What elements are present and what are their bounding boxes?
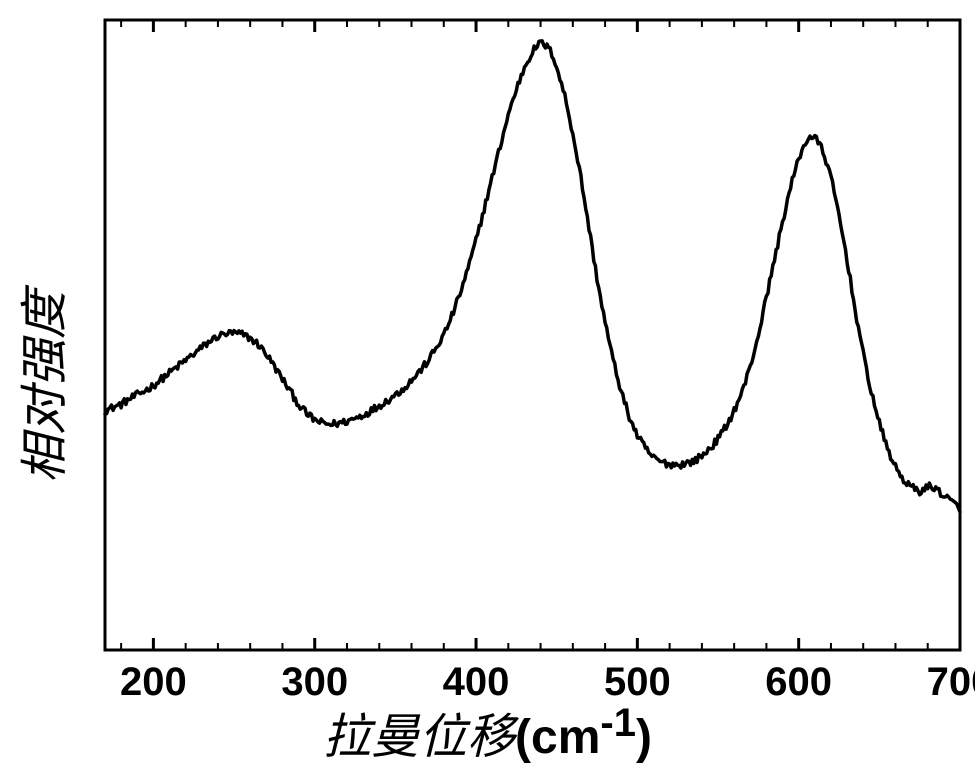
y-axis-label: 相对强度 xyxy=(5,290,75,482)
x-axis-label: 拉曼位移(cm-1) xyxy=(323,697,652,767)
x-tick-label: 700 xyxy=(927,660,975,704)
x-tick-label: 600 xyxy=(765,660,832,704)
raman-spectrum-chart: { "chart": { "type": "line", "xlabel_cn"… xyxy=(0,0,975,773)
x-tick-label: 200 xyxy=(120,660,187,704)
chart-svg: 200300400500600700 xyxy=(0,0,975,773)
spectrum-line xyxy=(105,41,960,512)
